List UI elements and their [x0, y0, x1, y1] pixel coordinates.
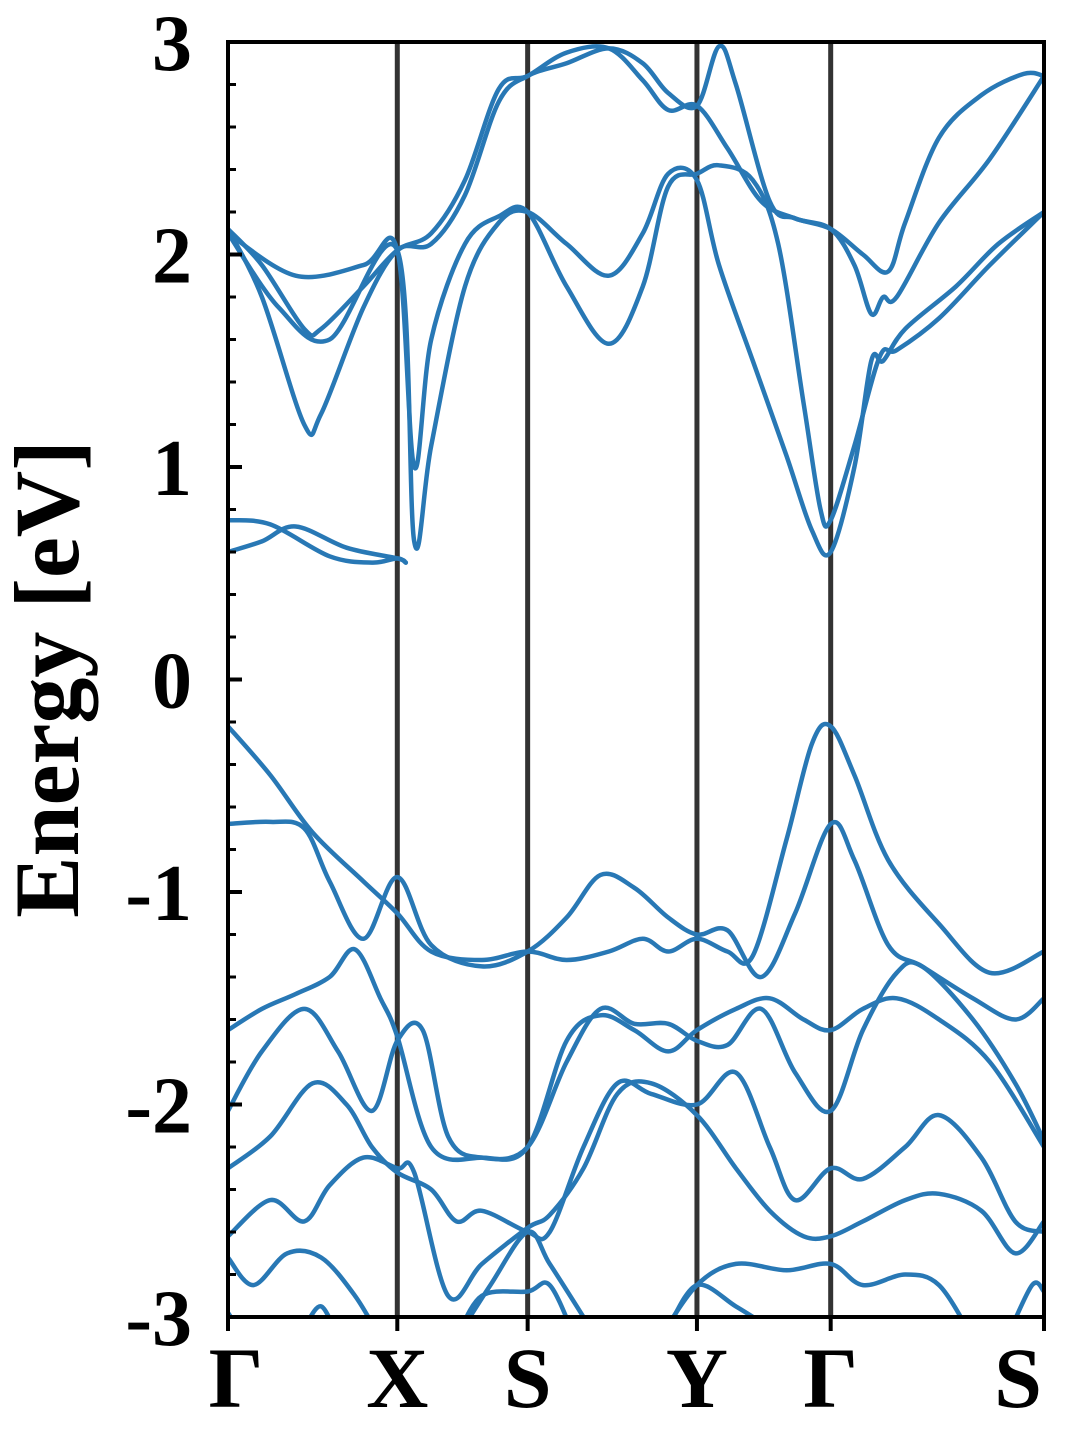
band-line: [228, 44, 1044, 338]
x-tick-label: S: [994, 1330, 1042, 1426]
y-tick-label: 3: [152, 0, 192, 88]
band-line: [228, 819, 1044, 1022]
band-line: [467, 1229, 586, 1317]
band-lines: [228, 43, 1044, 1317]
band-line: [228, 517, 409, 565]
band-line: [670, 1261, 964, 1317]
y-tick-label: -1: [125, 850, 192, 938]
band-line: [307, 1304, 332, 1317]
band-line: [228, 165, 1044, 558]
band-line: [228, 721, 1044, 976]
x-tick-label: Γ: [209, 1330, 264, 1426]
y-axis-label: Energy [eV]: [0, 440, 98, 918]
band-line: [228, 524, 409, 565]
y-axis-ticks: -3 -2 -1 0 1 2 3: [125, 0, 242, 1363]
band-line: [228, 43, 1044, 438]
y-tick-label: 2: [152, 213, 192, 301]
y-tick-label: 0: [152, 638, 192, 726]
band-line: [228, 1079, 1044, 1302]
x-tick-label: Γ: [803, 1330, 858, 1426]
band-line: [228, 162, 1044, 529]
x-tick-label: Y: [666, 1330, 728, 1426]
y-tick-label: -3: [125, 1275, 192, 1363]
band-line: [228, 1069, 1044, 1242]
y-tick-label: 1: [152, 425, 192, 513]
band-line: [228, 1248, 371, 1317]
band-line: [228, 959, 1044, 1162]
y-tick-label: -2: [125, 1063, 192, 1151]
band-line: [464, 1280, 569, 1317]
x-tick-label: S: [504, 1330, 552, 1426]
band-line: [671, 1282, 758, 1317]
x-tick-label: X: [366, 1330, 428, 1426]
kpath-lines: [394, 42, 834, 1317]
band-line: [1013, 1280, 1044, 1317]
